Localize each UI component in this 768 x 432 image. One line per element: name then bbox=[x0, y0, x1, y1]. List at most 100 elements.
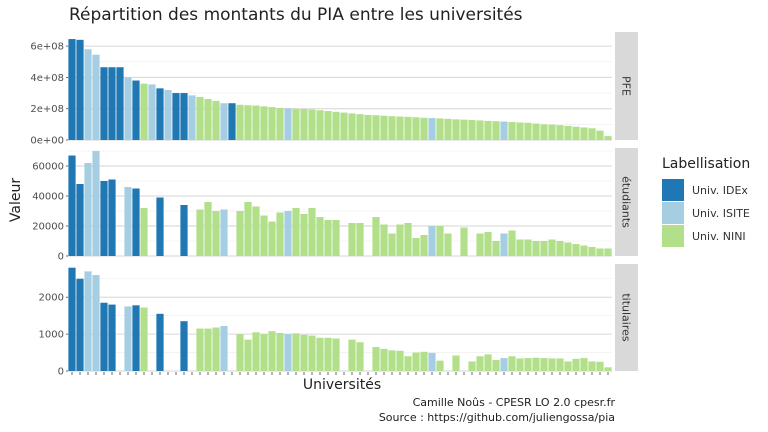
bar bbox=[180, 205, 187, 256]
bar bbox=[540, 241, 547, 256]
bar bbox=[68, 268, 75, 371]
bar bbox=[588, 247, 595, 256]
y-tick-label: 2e+08 bbox=[30, 104, 64, 115]
bar bbox=[108, 67, 115, 140]
bar bbox=[220, 210, 227, 257]
bar bbox=[300, 214, 307, 256]
bar bbox=[308, 336, 315, 371]
bar bbox=[356, 342, 363, 371]
bar bbox=[324, 111, 331, 140]
bar bbox=[188, 95, 195, 140]
bar bbox=[236, 105, 243, 140]
bar bbox=[300, 109, 307, 140]
bar bbox=[292, 333, 299, 371]
bar bbox=[356, 114, 363, 140]
bar bbox=[268, 107, 275, 140]
bar bbox=[132, 305, 139, 371]
bar bbox=[124, 187, 131, 256]
legend-swatch-isite bbox=[662, 202, 684, 224]
bar bbox=[388, 116, 395, 140]
facet-strip-label: étudiants bbox=[620, 176, 633, 228]
bar bbox=[92, 151, 99, 256]
bar bbox=[532, 358, 539, 371]
bar bbox=[404, 356, 411, 371]
bar bbox=[308, 208, 315, 256]
bar bbox=[492, 121, 499, 140]
bar bbox=[124, 306, 131, 371]
bar bbox=[92, 275, 99, 371]
y-tick-label: 60000 bbox=[32, 162, 64, 173]
caption-credit: Camille Noûs - CPESR LO 2.0 cpesr.fr bbox=[413, 396, 616, 409]
chart-title: Répartition des montants du PIA entre le… bbox=[69, 5, 523, 25]
bar bbox=[68, 39, 75, 140]
bar bbox=[204, 329, 211, 371]
y-tick-label: 20000 bbox=[32, 222, 64, 233]
facet-panels: 0e+002e+084e+086e+08PFE0200004000060000é… bbox=[30, 32, 638, 378]
bar bbox=[596, 249, 603, 257]
bar bbox=[460, 228, 467, 257]
bar bbox=[580, 358, 587, 371]
legend-label-isite: Univ. ISITE bbox=[692, 207, 750, 220]
bar bbox=[492, 241, 499, 256]
bar bbox=[572, 127, 579, 140]
facet-strip-label: PFE bbox=[620, 76, 633, 96]
bar bbox=[452, 119, 459, 140]
bar bbox=[100, 181, 107, 256]
bar bbox=[156, 314, 163, 371]
bar bbox=[276, 213, 283, 257]
bar bbox=[508, 356, 515, 371]
bar bbox=[380, 349, 387, 371]
legend-label-idex: Univ. IDEx bbox=[692, 184, 748, 197]
y-tick-label: 4e+08 bbox=[30, 73, 64, 84]
bar bbox=[252, 106, 259, 140]
bar bbox=[204, 202, 211, 256]
bar bbox=[276, 108, 283, 140]
bar bbox=[556, 241, 563, 256]
bar bbox=[316, 217, 323, 256]
y-axis-title: Valeur bbox=[8, 178, 24, 222]
bar bbox=[516, 358, 523, 371]
y-tick-label: 0 bbox=[58, 367, 64, 378]
bar bbox=[516, 122, 523, 140]
bar bbox=[412, 238, 419, 256]
bar bbox=[140, 84, 147, 140]
bar bbox=[348, 340, 355, 371]
bar bbox=[436, 361, 443, 371]
bar bbox=[268, 222, 275, 257]
bar bbox=[196, 329, 203, 371]
bar bbox=[76, 279, 83, 371]
bar bbox=[76, 184, 83, 256]
bar bbox=[412, 353, 419, 371]
bar bbox=[116, 67, 123, 140]
bar bbox=[76, 40, 83, 140]
y-tick-label: 0 bbox=[58, 252, 64, 263]
bar bbox=[500, 122, 507, 140]
bar bbox=[548, 125, 555, 140]
bar bbox=[372, 115, 379, 140]
bar bbox=[244, 340, 251, 371]
bar bbox=[564, 361, 571, 371]
bar bbox=[340, 113, 347, 140]
bar bbox=[436, 118, 443, 140]
bar bbox=[588, 361, 595, 371]
bar bbox=[468, 120, 475, 140]
y-tick-label: 2000 bbox=[39, 293, 64, 304]
bar bbox=[540, 124, 547, 140]
facet-strip-label: titulaires bbox=[620, 293, 633, 342]
bar bbox=[244, 202, 251, 256]
bar bbox=[572, 244, 579, 256]
bar bbox=[556, 125, 563, 140]
bar bbox=[308, 109, 315, 140]
bar bbox=[460, 120, 467, 140]
bar bbox=[476, 234, 483, 257]
bar bbox=[332, 220, 339, 256]
y-tick-label: 40000 bbox=[32, 192, 64, 203]
y-tick-label: 1000 bbox=[39, 330, 64, 341]
legend: Labellisation Univ. IDEx Univ. ISITE Uni… bbox=[662, 156, 750, 247]
bar bbox=[156, 198, 163, 257]
bar bbox=[332, 339, 339, 371]
bar bbox=[260, 106, 267, 140]
bar bbox=[236, 211, 243, 256]
bar bbox=[204, 99, 211, 140]
